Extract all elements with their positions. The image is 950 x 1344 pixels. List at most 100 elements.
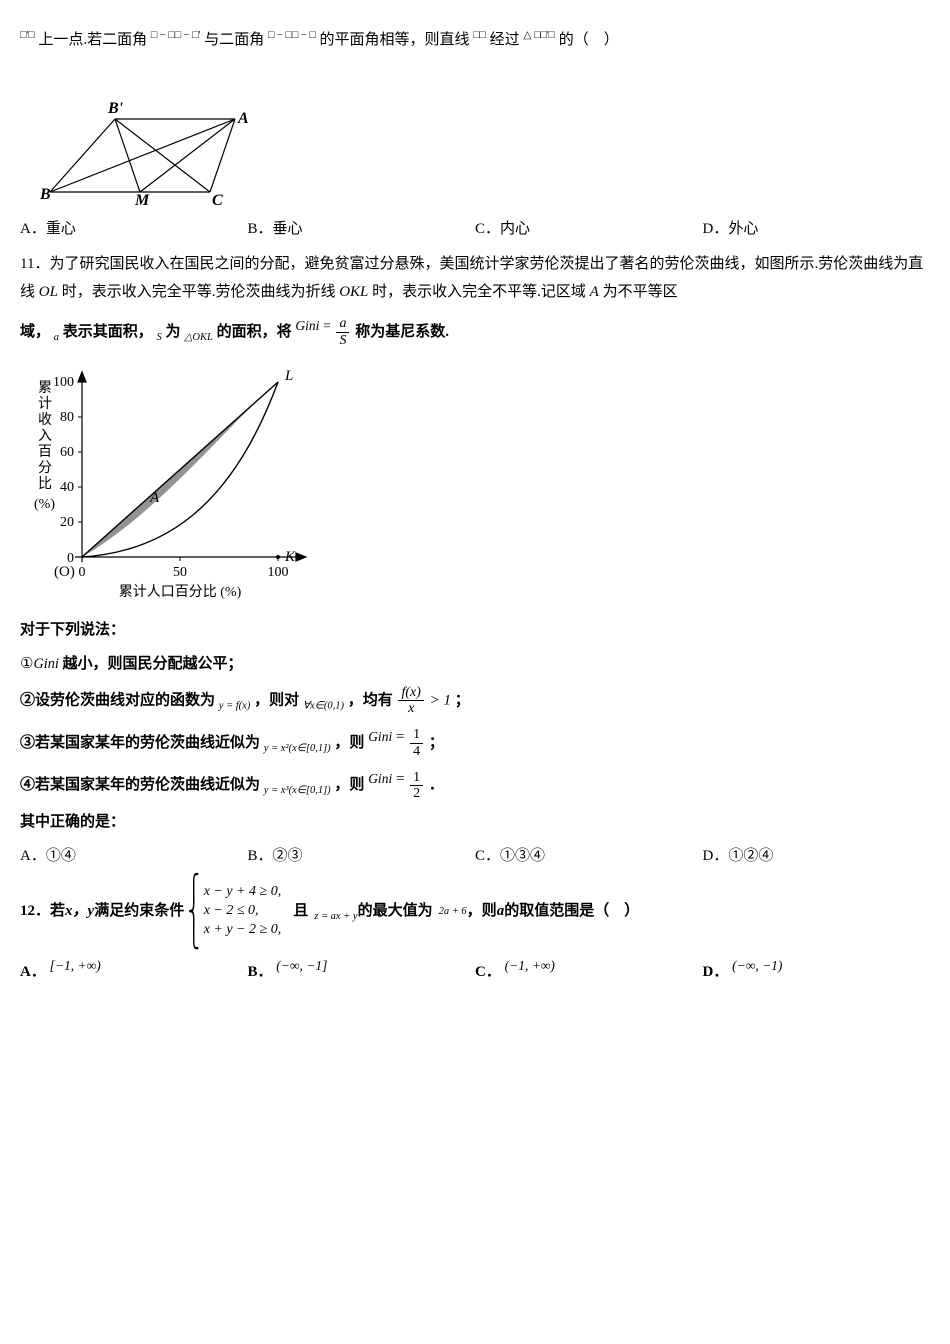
xtick: 50	[173, 565, 187, 580]
val: [−1, +∞)	[50, 958, 101, 973]
t: ，均有	[348, 692, 393, 708]
t: A	[590, 284, 599, 300]
t: ；	[429, 735, 444, 751]
t: 时，表示收入完全平等.劳伦茨曲线为折线	[62, 284, 336, 300]
label-C: C	[212, 192, 223, 207]
t: 的取值范围是（ ）	[504, 897, 639, 926]
n: f(x)	[398, 685, 423, 701]
q11-stmt-1: ①Gini 越小，则国民分配越公平；	[20, 650, 930, 679]
label-O: (O)	[54, 564, 75, 580]
t: OL	[39, 284, 58, 300]
q10-txt-e: 的（ ）	[559, 32, 619, 48]
q11-stmt-3: ③若某国家某年的劳伦茨曲线近似为 y = x²(x∈[0,1]) ，则 Gini…	[20, 723, 930, 759]
ytick: 40	[60, 480, 74, 495]
c3: x + y − 2 ≥ 0,	[204, 922, 282, 937]
frag-sup: □'□	[20, 30, 35, 41]
ytick: 80	[60, 410, 74, 425]
frag-sup: □ − □□ − □'	[151, 30, 201, 41]
q11-opt-A: A．①④	[20, 842, 248, 871]
val: (−∞, −1]	[276, 958, 327, 973]
q10-opt-D: D．外心	[703, 215, 931, 244]
t: =	[323, 318, 331, 333]
t: y = x³(x∈[0,1])	[264, 785, 331, 796]
t: 2a + 6	[439, 902, 467, 922]
t: z = ax + y	[314, 911, 357, 922]
frag-sup: □ − □□ − □	[268, 30, 316, 41]
t: 为不平等区	[603, 284, 678, 300]
q10-opt-A: A．重心	[20, 215, 248, 244]
q10-txt-d: 经过	[490, 32, 520, 48]
t: 满足约束条件	[94, 897, 184, 926]
svg-text:入: 入	[38, 429, 52, 444]
q12-opt-B: B． (−∞, −1]	[248, 953, 476, 987]
q10-txt-b: 与二面角	[204, 32, 264, 48]
c2: x − 2 ≤ 0,	[204, 903, 259, 918]
q10-opt-B: B．垂心	[248, 215, 476, 244]
t: S	[157, 332, 162, 343]
val: (−1, +∞)	[505, 958, 555, 973]
xtick: 0	[79, 565, 86, 580]
t: y = x²(x∈[0,1])	[264, 743, 331, 754]
q11-chart: 0 20 40 60 80 100 0 50 100 L K A (O) 累计 …	[20, 362, 930, 602]
t: ，则	[467, 897, 497, 926]
q12-options: A． [−1, +∞) B． (−∞, −1] C． (−1, +∞) D． (…	[20, 953, 930, 987]
t: a	[497, 897, 505, 926]
svg-text:收: 收	[38, 412, 52, 428]
t: Gini	[33, 656, 58, 672]
q10-prefix-line: □'□ 上一点.若二面角 □ − □□ − □' 与二面角 □ − □□ − □…	[20, 26, 930, 55]
q12-stem: 12．若 x，y 满足约束条件 ⎧⎨⎩ x − y + 4 ≥ 0, x − 2…	[20, 877, 930, 947]
t: 且	[293, 897, 308, 926]
t: ①	[20, 656, 33, 672]
t: 的面积，将	[217, 324, 292, 340]
t: 域，	[20, 324, 50, 340]
d: x	[398, 701, 423, 716]
frac: 1 2	[410, 770, 423, 802]
q11-opt-B: B．②③	[248, 842, 476, 871]
label-K: K	[284, 549, 296, 565]
t: Gini	[368, 771, 392, 786]
label-A: A	[237, 110, 249, 127]
t: 称为基尼系数.	[355, 324, 449, 340]
t: ；	[455, 692, 470, 708]
svg-text:分: 分	[38, 460, 52, 476]
t: 为	[166, 324, 181, 340]
t: a	[54, 332, 59, 343]
t: y = f(x)	[219, 700, 251, 711]
ytick: 60	[60, 445, 74, 460]
n: 1	[410, 727, 423, 743]
brace-icon: ⎧⎨⎩	[188, 877, 200, 947]
t: 越小，则国民分配越公平；	[63, 656, 243, 672]
ytick: 20	[60, 515, 74, 530]
d: 4	[410, 744, 423, 759]
d: S	[336, 333, 349, 348]
q11-opt-C: C．①③④	[475, 842, 703, 871]
svg-text:计: 计	[38, 396, 52, 412]
q11-stmt-2: ②设劳伦茨曲线对应的函数为 y = f(x) ，则对 ∀x∈(0,1) ，均有 …	[20, 685, 930, 717]
q11-options: A．①④ B．②③ C．①③④ D．①②④	[20, 842, 930, 871]
q11-stem-line2: 域， a 表示其面积， S 为 △OKL 的面积，将 Gini = a S 称为…	[20, 313, 930, 348]
ytick: 100	[53, 375, 74, 390]
label-Bp: B'	[107, 100, 124, 117]
t: 12．若	[20, 897, 65, 926]
q10-options: A．重心 B．垂心 C．内心 D．外心	[20, 215, 930, 244]
d: 2	[410, 786, 423, 801]
label-M: M	[134, 192, 150, 207]
q10-opt-C: C．内心	[475, 215, 703, 244]
q12-opt-A: A． [−1, +∞)	[20, 953, 248, 987]
t: △OKL	[184, 332, 213, 343]
t: ，则	[334, 777, 364, 793]
label-B: B	[40, 186, 51, 203]
t: ，则对	[254, 692, 299, 708]
frac: f(x) x	[398, 685, 423, 717]
t: OKL	[339, 284, 368, 300]
t: 的最大值为	[358, 897, 433, 926]
t: > 1	[430, 692, 451, 708]
lbl: D．	[703, 964, 729, 980]
c1: x − y + 4 ≥ 0,	[204, 884, 282, 899]
svg-text:累: 累	[38, 381, 52, 396]
label-A: A	[149, 490, 160, 506]
svg-text:比: 比	[38, 476, 52, 492]
n: 1	[410, 770, 423, 786]
q11-opt-D: D．①②④	[703, 842, 931, 871]
t: ．	[429, 777, 444, 793]
